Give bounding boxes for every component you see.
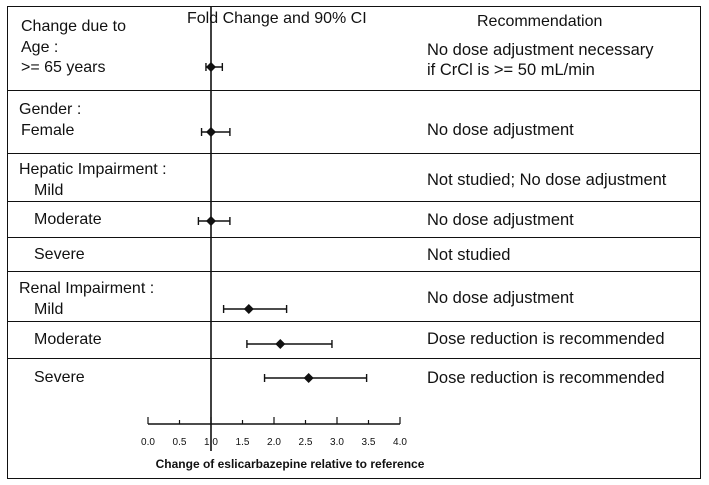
recommendation-age-65: No dose adjustment necessary if CrCl is … <box>427 41 654 79</box>
x-tick-label: 1.5 <box>236 437 250 448</box>
recommendation-renal-moderate: Dose reduction is recommended <box>427 330 665 348</box>
group-label-renal: Renal Impairment : <box>19 280 155 297</box>
row-label-age-65: >= 65 years <box>21 59 106 76</box>
divider <box>8 358 701 359</box>
row-label-hepatic-mild: Mild <box>34 182 64 199</box>
factor-column-header: Change due to <box>21 18 126 35</box>
row-label-female: Female <box>21 122 75 139</box>
chart-title: Fold Change and 90% CI <box>187 10 367 27</box>
point-estimate <box>275 339 286 349</box>
x-tick-label: 1.0 <box>204 437 218 448</box>
x-tick-label: 4.0 <box>393 437 407 448</box>
chart-frame <box>7 6 701 479</box>
divider <box>8 201 701 202</box>
recommendation-hepatic-severe: Not studied <box>427 246 511 264</box>
recommendation-renal-mild: No dose adjustment <box>427 289 574 307</box>
point-estimate <box>206 216 216 226</box>
recommendation-hepatic-mild: Not studied; No dose adjustment <box>427 171 667 189</box>
row-label-hepatic-moderate: Moderate <box>34 211 102 228</box>
x-tick-label: 2.5 <box>299 437 313 448</box>
x-tick-label: 0.0 <box>141 437 155 448</box>
point-estimate <box>243 304 254 314</box>
row-label-renal-mild: Mild <box>34 301 64 318</box>
group-label-age: Age : <box>21 39 59 56</box>
row-label-renal-moderate: Moderate <box>34 331 102 348</box>
group-label-gender: Gender : <box>19 101 82 118</box>
row-label-hepatic-severe: Severe <box>34 246 85 263</box>
recommendation-renal-severe: Dose reduction is recommended <box>427 369 665 387</box>
x-tick-label: 2.0 <box>267 437 281 448</box>
point-estimate <box>206 62 216 72</box>
divider <box>8 321 701 322</box>
divider <box>8 90 701 91</box>
x-tick-label: 3.5 <box>362 437 376 448</box>
group-label-hepatic: Hepatic Impairment : <box>19 161 167 178</box>
row-label-renal-severe: Severe <box>34 369 85 386</box>
x-tick-label: 3.0 <box>330 437 344 448</box>
x-tick-label: 0.5 <box>173 437 187 448</box>
x-axis-label: Change of eslicarbazepine relative to re… <box>155 457 425 471</box>
point-estimate <box>206 127 216 137</box>
recommendation-column-header: Recommendation <box>477 13 603 30</box>
recommendation-hepatic-moderate: No dose adjustment <box>427 211 574 229</box>
divider <box>8 237 701 238</box>
point-estimate <box>303 373 314 383</box>
recommendation-female: No dose adjustment <box>427 121 574 139</box>
divider <box>8 271 701 272</box>
divider <box>8 153 701 154</box>
